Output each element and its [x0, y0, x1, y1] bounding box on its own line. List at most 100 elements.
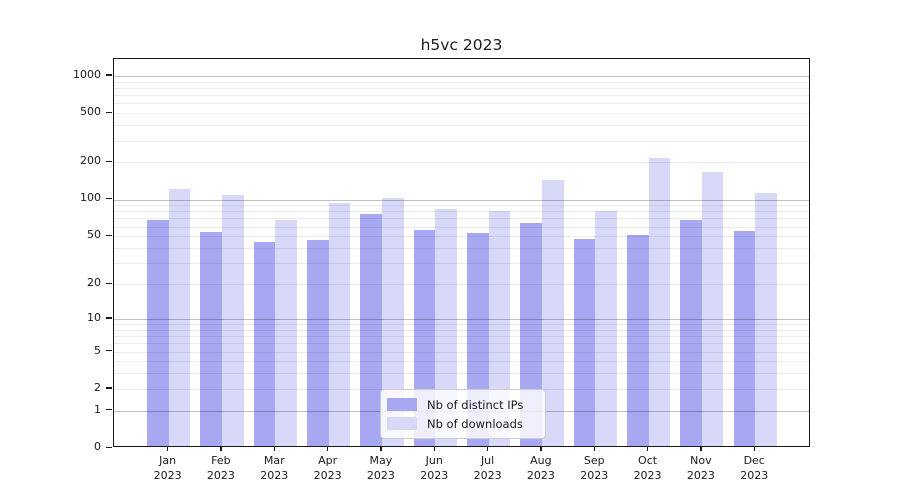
minor-gridline-6: [114, 343, 809, 345]
y-tick-label-500: 500: [80, 105, 101, 119]
y-tick-mark: [106, 350, 112, 352]
minor-gridline-80: [114, 211, 809, 213]
minor-gridline-5: [114, 351, 809, 353]
minor-gridline-70: [114, 218, 809, 220]
bar-nb-of-downloads-jul-2023: [488, 210, 511, 446]
x-tick-label-jan-2023: Jan 2023: [153, 454, 182, 482]
x-tick-mark: [433, 447, 435, 451]
minor-gridline-200: [114, 162, 809, 164]
y-tick-label-0: 0: [94, 440, 101, 453]
bar-nb-of-distinct-ips-sep-2023: [573, 238, 596, 446]
x-tick-label-jun-2023: Jun 2023: [420, 454, 449, 482]
legend: Nb of distinct IPs Nb of downloads: [380, 389, 546, 439]
x-tick-label-apr-2023: Apr 2023: [313, 454, 342, 482]
x-tick-mark: [540, 447, 542, 451]
x-tick-label-dec-2023: Dec 2023: [740, 454, 769, 482]
y-tick-label-1: 1: [94, 402, 101, 416]
minor-gridline-3: [114, 373, 809, 375]
minor-gridline-7: [114, 336, 809, 337]
chart-title: h5vc 2023: [420, 36, 503, 54]
x-tick-label-nov-2023: Nov 2023: [686, 454, 715, 482]
y-tick-mark: [106, 234, 112, 236]
minor-gridline-30: [114, 263, 809, 265]
y-tick-label-50: 50: [87, 228, 101, 242]
y-tick-mark: [106, 282, 112, 284]
bar-nb-of-downloads-apr-2023: [328, 202, 351, 446]
bar-nb-of-downloads-mar-2023: [275, 219, 297, 446]
x-tick-mark: [380, 447, 382, 451]
minor-gridline-20: [114, 284, 809, 285]
bar-nb-of-downloads-dec-2023: [755, 192, 777, 446]
bar-nb-of-downloads-may-2023: [381, 198, 404, 446]
bar-nb-of-downloads-feb-2023: [221, 195, 244, 446]
minor-gridline-500: [114, 113, 809, 115]
legend-label-distinct-ips: Nb of distinct IPs: [427, 397, 524, 412]
plot-area: Nb of distinct IPs Nb of downloads: [113, 58, 810, 447]
bar-nb-of-distinct-ips-apr-2023: [306, 239, 329, 446]
minor-gridline-800: [114, 87, 809, 89]
y-tick-mark: [106, 74, 112, 76]
y-tick-mark: [106, 409, 112, 411]
y-tick-mark: [106, 160, 112, 163]
minor-gridline-8: [114, 329, 809, 331]
x-tick-label-oct-2023: Oct 2023: [633, 454, 662, 482]
bar-nb-of-distinct-ips-may-2023: [360, 214, 382, 446]
x-tick-label-jul-2023: Jul 2023: [473, 454, 502, 482]
bar-nb-of-downloads-jan-2023: [168, 188, 191, 446]
x-tick-label-aug-2023: Aug 2023: [526, 454, 555, 482]
y-tick-label-20: 20: [87, 276, 101, 290]
legend-item-distinct-ips: Nb of distinct IPs: [387, 395, 539, 414]
x-tick-mark: [753, 447, 755, 451]
x-tick-label-may-2023: May 2023: [366, 454, 395, 482]
minor-gridline-4: [114, 361, 809, 363]
bar-nb-of-distinct-ips-feb-2023: [200, 232, 222, 446]
y-tick-mark: [106, 111, 112, 113]
major-gridline-1000: [114, 75, 809, 77]
y-tick-label-2: 2: [94, 380, 101, 394]
legend-label-downloads: Nb of downloads: [427, 416, 523, 431]
bar-nb-of-distinct-ips-mar-2023: [253, 242, 276, 446]
bar-nb-of-downloads-jun-2023: [435, 208, 457, 446]
x-tick-mark: [327, 447, 329, 451]
grid-layer: [114, 59, 809, 446]
y-tick-mark: [106, 197, 112, 200]
major-gridline-10: [114, 318, 809, 320]
x-tick-mark: [700, 447, 702, 451]
bar-nb-of-distinct-ips-nov-2023: [680, 220, 702, 446]
minor-gridline-700: [114, 95, 809, 97]
x-tick-label-sep-2023: Sep 2023: [580, 454, 609, 482]
x-tick-label-mar-2023: Mar 2023: [260, 454, 289, 482]
bar-nb-of-downloads-nov-2023: [701, 172, 724, 446]
legend-swatch-distinct-ips: [387, 398, 417, 411]
legend-item-downloads: Nb of downloads: [387, 414, 539, 433]
bar-nb-of-distinct-ips-dec-2023: [733, 231, 756, 446]
x-tick-mark: [273, 447, 275, 451]
minor-gridline-60: [114, 226, 809, 228]
x-tick-mark: [167, 447, 169, 451]
minor-gridline-90: [114, 205, 809, 207]
bar-nb-of-distinct-ips-jan-2023: [147, 220, 169, 446]
x-tick-mark: [593, 447, 595, 451]
bar-nb-of-distinct-ips-oct-2023: [626, 235, 649, 446]
y-tick-label-1000: 1000: [73, 67, 101, 81]
y-tick-mark: [106, 317, 112, 319]
y-tick-label-100: 100: [80, 191, 101, 205]
y-tick-label-10: 10: [87, 310, 101, 324]
minor-gridline-400: [114, 125, 809, 127]
minor-gridline-600: [114, 103, 809, 105]
minor-gridline-900: [114, 81, 809, 83]
legend-swatch-downloads: [387, 417, 417, 430]
x-tick-mark: [487, 447, 489, 451]
bar-nb-of-downloads-aug-2023: [541, 179, 564, 446]
minor-gridline-300: [114, 140, 809, 142]
y-tick-mark: [106, 387, 112, 389]
y-tick-label-5: 5: [94, 343, 101, 357]
y-tick-mark: [106, 446, 112, 448]
bar-nb-of-downloads-sep-2023: [595, 211, 617, 446]
minor-gridline-50: [114, 236, 809, 238]
x-tick-label-feb-2023: Feb 2023: [206, 454, 235, 482]
minor-gridline-40: [114, 248, 809, 249]
minor-gridline-9: [114, 324, 809, 325]
y-tick-label-200: 200: [80, 154, 101, 168]
